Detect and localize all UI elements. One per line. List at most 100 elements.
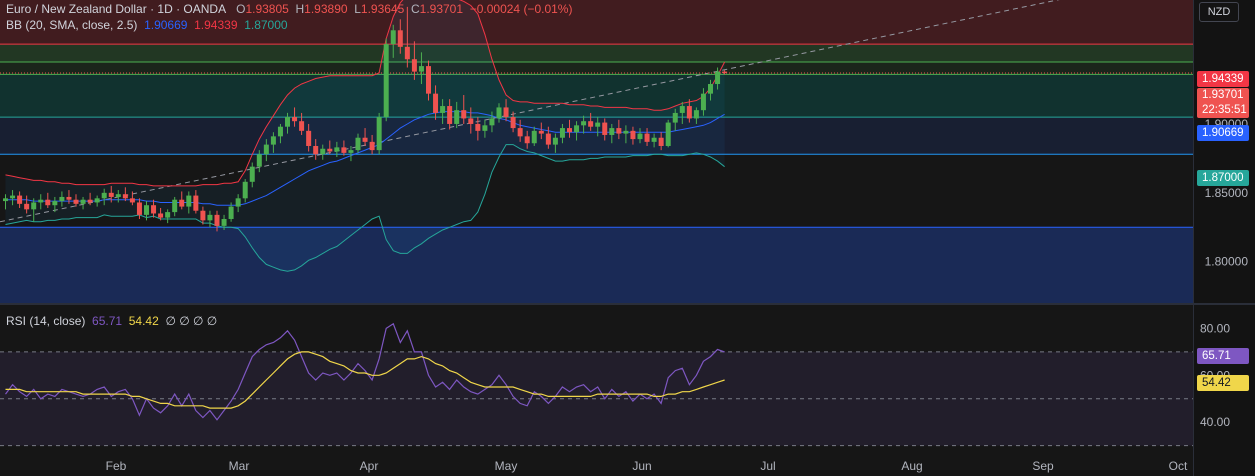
price-tick: 1.80000	[1205, 255, 1249, 269]
time-tick-oct: Oct	[1169, 459, 1188, 473]
candle-body	[207, 214, 213, 221]
candle-body	[461, 110, 467, 119]
candle-body	[115, 194, 121, 197]
candle-body	[369, 141, 375, 151]
price-label-last: 1.93701 22:35:51	[1197, 88, 1249, 118]
candle-body	[285, 117, 290, 127]
rsi-label-value: 65.71	[1197, 348, 1249, 364]
candle-body	[249, 166, 255, 182]
rsi-value: 65.71	[92, 314, 123, 328]
candle-body	[3, 198, 8, 202]
candle-body	[482, 125, 488, 131]
candle-body	[404, 46, 410, 60]
candle-body	[440, 106, 446, 113]
candle-body	[136, 202, 142, 215]
candle-body	[108, 192, 114, 197]
candle-body	[637, 133, 643, 140]
candle-body	[151, 205, 157, 214]
bb-lower-line	[5, 144, 725, 272]
candle-body	[52, 201, 58, 206]
candle-body	[45, 199, 51, 206]
rsi-ma-label-value: 54.42	[1197, 375, 1249, 391]
candle-body	[538, 130, 544, 134]
candle-body	[715, 71, 721, 85]
rsi-ma-line	[5, 351, 725, 409]
candle-body	[334, 147, 340, 152]
change-value: −0.00024 (−0.01%)	[469, 2, 573, 16]
time-tick-jul: Jul	[760, 459, 775, 473]
zone-upper	[0, 61, 1193, 75]
candle-body	[524, 136, 530, 144]
candle-body	[144, 205, 149, 215]
candle-body	[397, 30, 403, 47]
zone-bottom	[0, 227, 1193, 303]
candle-body	[221, 218, 227, 226]
candle-body	[475, 123, 481, 131]
rsi-tick: 80.00	[1200, 321, 1230, 335]
candle-body	[172, 199, 178, 213]
candle-body	[468, 118, 474, 124]
candle-body	[235, 198, 241, 207]
price-label-lower: 1.87000	[1197, 170, 1249, 186]
currency-label: NZD	[1207, 6, 1231, 18]
rsi-legend[interactable]: RSI (14, close) 65.71 54.42 ∅ ∅ ∅ ∅	[6, 314, 217, 328]
candle-body	[623, 130, 629, 134]
candle-body	[306, 130, 312, 146]
candle-body	[545, 133, 551, 145]
candle-body	[228, 206, 234, 219]
currency-badge[interactable]: NZD	[1199, 2, 1239, 22]
time-tick-feb: Feb	[106, 459, 127, 473]
zone-top	[0, 0, 1193, 45]
rsi-extras: ∅ ∅ ∅ ∅	[165, 314, 218, 328]
candle-body	[348, 150, 354, 153]
candle-body	[355, 137, 361, 151]
candle-body	[158, 213, 164, 218]
symbol-legend: Euro / New Zealand Dollar · 1D · OANDA O…	[6, 2, 572, 16]
candle-body	[708, 84, 713, 94]
candle-body	[658, 137, 664, 146]
time-tick-apr: Apr	[360, 459, 379, 473]
candle-body	[700, 93, 706, 111]
candle-body	[362, 137, 368, 142]
rsi-tick: 40.00	[1200, 415, 1230, 429]
candle-body	[376, 117, 382, 151]
candle-body	[559, 128, 565, 138]
candle-body	[270, 136, 276, 145]
candle-body	[101, 192, 107, 199]
candle-body	[665, 122, 671, 146]
rsi-line	[5, 322, 725, 421]
candle-body	[411, 59, 417, 72]
candle-body	[383, 44, 389, 118]
candle-body	[256, 154, 262, 167]
candle-body	[609, 128, 615, 135]
candle-body	[87, 199, 93, 203]
bb-legend[interactable]: BB (20, SMA, close, 2.5) 1.90669 1.94339…	[6, 18, 288, 32]
candle-body	[129, 198, 135, 203]
candle-body	[418, 66, 424, 72]
candle-body	[510, 117, 516, 129]
candle-body	[426, 66, 431, 94]
trend-line	[0, 0, 1060, 223]
zone-range	[0, 74, 1193, 118]
bb-label: BB (20, SMA, close, 2.5)	[6, 18, 138, 32]
open-label: O	[236, 2, 246, 16]
candle-body	[263, 144, 269, 155]
time-tick-aug: Aug	[901, 459, 922, 473]
candle-body	[313, 145, 319, 155]
bb-lower-value: 1.87000	[244, 18, 288, 32]
low-value: 1.93645	[360, 2, 405, 16]
candle-body	[66, 196, 72, 200]
candle-body	[122, 194, 128, 199]
time-tick-may: May	[495, 459, 518, 473]
price-label-basis: 1.90669	[1197, 125, 1249, 141]
candle-body	[186, 195, 192, 207]
candle-body	[193, 195, 199, 211]
candle-body	[73, 199, 79, 204]
candle-body	[38, 199, 44, 203]
candle-body	[10, 195, 16, 199]
candle-body	[320, 148, 326, 155]
time-tick-jun: Jun	[632, 459, 651, 473]
low-label: L	[354, 2, 361, 16]
candle-body	[17, 195, 23, 204]
